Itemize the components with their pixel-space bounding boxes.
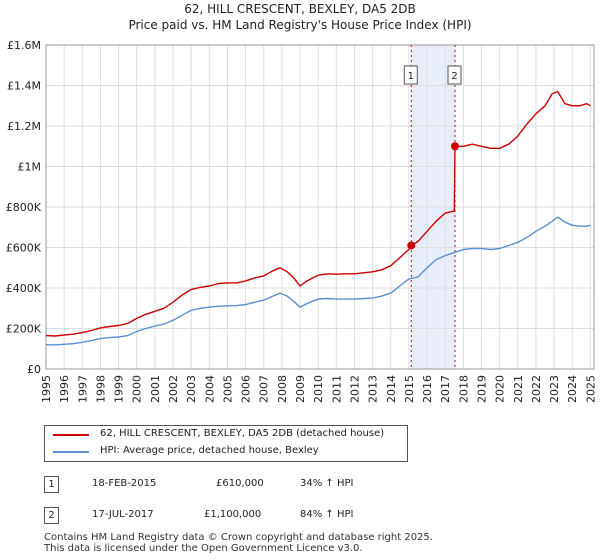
x-tick-label: 2008 <box>276 375 289 403</box>
x-tick-label: 2003 <box>185 375 198 403</box>
sale-point <box>407 241 416 250</box>
transaction-hpi: 34% ↑ HPI <box>300 478 354 489</box>
y-tick-label: £200K <box>6 323 42 336</box>
sale-badge: 2 <box>447 65 462 85</box>
y-tick-label: £1.2M <box>7 120 41 133</box>
x-tick-label: 1997 <box>76 375 89 403</box>
y-tick-label: £600K <box>6 242 42 255</box>
x-tick-label: 2024 <box>566 375 579 403</box>
x-tick-label: 2009 <box>294 375 307 403</box>
hpi-line <box>45 216 591 346</box>
transaction-price: £610,000 <box>216 478 264 489</box>
y-tick-label: £1M <box>18 161 42 174</box>
legend-line-hpi <box>53 451 89 453</box>
footer-licence: This data is licensed under the Open Gov… <box>44 543 363 554</box>
y-tick-label: £1.6M <box>7 39 41 52</box>
x-tick-label: 2025 <box>584 375 597 403</box>
plot-frame <box>45 44 595 370</box>
sale-point <box>451 142 460 151</box>
transaction-date: 18-FEB-2015 <box>92 478 157 489</box>
x-tick-label: 2015 <box>403 375 416 403</box>
x-tick-label: 2002 <box>167 375 180 403</box>
x-tick-label: 2020 <box>494 375 507 403</box>
transaction-price: £1,100,000 <box>204 509 262 520</box>
chart-subtitle: Price paid vs. HM Land Registry's House … <box>128 18 472 32</box>
x-tick-label: 2011 <box>330 375 343 403</box>
x-tick-label: 2013 <box>367 375 380 403</box>
x-tick-label: 2010 <box>312 375 325 403</box>
chart-legend: 62, HILL CRESCENT, BEXLEY, DA5 2DB (deta… <box>44 425 408 462</box>
property-price-line <box>45 90 591 337</box>
price-chart: £0 £200K £400K £600K £800K £1M £1.2M £1.4M £1.6M… <box>6 39 598 403</box>
x-tick-label: 2007 <box>258 375 271 403</box>
sale-badge-label: 2 <box>451 71 457 82</box>
y-tick-label: £0 <box>27 363 41 376</box>
transaction-hpi: 84% ↑ HPI <box>300 509 354 520</box>
sale-badge-box <box>403 65 418 85</box>
x-tick-label: 2014 <box>385 375 398 403</box>
sale-badge: 1 <box>403 65 418 85</box>
transaction-badge: 2 <box>44 507 59 524</box>
y-tick-label: £800K <box>6 201 42 214</box>
x-tick-label: 2005 <box>221 375 234 403</box>
sale-badge-box <box>447 65 462 85</box>
footer-copyright: Contains HM Land Registry data © Crown c… <box>44 532 433 543</box>
y-tick-label: £400K <box>6 282 42 295</box>
x-tick-label: 2023 <box>548 375 561 403</box>
sale-badge-label: 1 <box>408 71 414 82</box>
x-tick-label: 2012 <box>348 375 361 403</box>
x-tick-label: 2006 <box>240 375 253 403</box>
x-tick-label: 1998 <box>94 375 107 403</box>
x-tick-label: 1995 <box>40 375 53 403</box>
x-tick-label: 2016 <box>421 375 434 403</box>
x-tick-label: 2017 <box>439 375 452 403</box>
chart-title: 62, HILL CRESCENT, BEXLEY, DA5 2DB <box>184 2 416 16</box>
transaction-badge: 1 <box>44 476 59 493</box>
x-tick-label: 2001 <box>149 375 162 403</box>
x-tick-label: 2004 <box>203 375 216 403</box>
x-tick-label: 1996 <box>58 375 71 403</box>
transaction-date: 17-JUL-2017 <box>92 509 154 520</box>
x-tick-label: 2019 <box>475 375 488 403</box>
x-tick-label: 2000 <box>131 375 144 403</box>
y-tick-label: £1.4M <box>7 80 41 93</box>
x-tick-label: 2018 <box>457 375 470 403</box>
x-tick-label: 1999 <box>113 375 126 403</box>
legend-label-property: 62, HILL CRESCENT, BEXLEY, DA5 2DB (deta… <box>100 428 385 439</box>
x-tick-label: 2022 <box>530 375 543 403</box>
legend-label-hpi: HPI: Average price, detached house, Bexl… <box>100 445 319 456</box>
legend-line-property <box>53 434 89 436</box>
x-tick-label: 2021 <box>512 375 525 403</box>
